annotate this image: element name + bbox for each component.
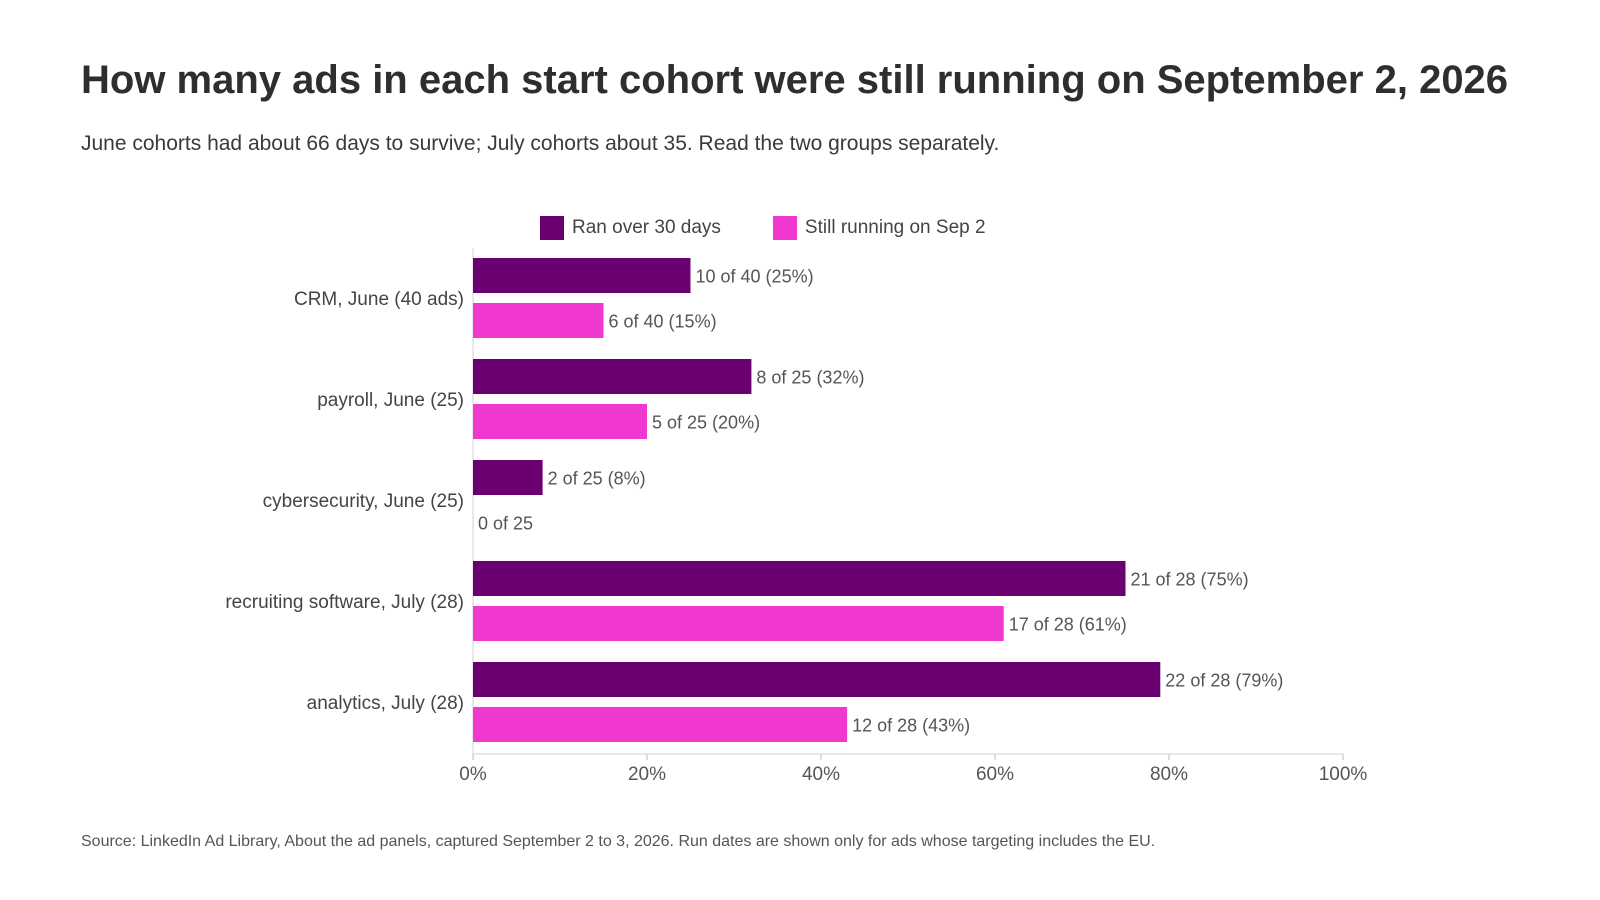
bar-still-running (473, 404, 647, 439)
bar-ran-over-30-days (473, 561, 1126, 596)
data-label: 5 of 25 (20%) (652, 413, 760, 433)
category-label: analytics, July (28) (307, 693, 464, 714)
x-tick-label: 60% (976, 764, 1014, 785)
data-label: 0 of 25 (478, 514, 533, 534)
legend-swatch-ran-over-30 (540, 216, 564, 240)
bar-ran-over-30-days (473, 359, 752, 394)
bar-chart: 0% 20% 40% 60% 80% 100% CRM, June (40 ads) 10 o… (225, 248, 1368, 785)
legend-item-ran-over-30: Ran over 30 days (540, 216, 721, 240)
data-label: 10 of 40 (25%) (696, 267, 814, 287)
data-label: 22 of 28 (79%) (1165, 671, 1283, 691)
chart-source-note: Source: LinkedIn Ad Library, About the a… (81, 833, 1156, 850)
bar-ran-over-30-days (473, 460, 543, 495)
legend-label-still-running: Still running on Sep 2 (804, 217, 986, 238)
bar-still-running (473, 606, 1004, 641)
x-tick-label: 100% (1319, 764, 1368, 785)
bar-still-running (473, 707, 848, 742)
category-label: payroll, June (25) (317, 390, 464, 411)
category-label: cybersecurity, June (25) (263, 491, 464, 512)
bar-ran-over-30-days (473, 258, 691, 293)
data-label: 12 of 28 (43%) (852, 716, 970, 736)
x-tick-label: 0% (459, 764, 487, 785)
legend-swatch-still-running (772, 216, 797, 240)
data-label: 17 of 28 (61%) (1009, 615, 1127, 635)
category-label: CRM, June (40 ads) (294, 289, 464, 310)
chart-subtitle: June cohorts had about 66 days to surviv… (81, 132, 1000, 155)
chart-title: How many ads in each start cohort were s… (81, 58, 1509, 102)
x-tick-label: 80% (1150, 764, 1188, 785)
data-label: 2 of 25 (8%) (548, 469, 646, 489)
legend-label-ran-over-30: Ran over 30 days (572, 217, 721, 238)
bar-still-running (473, 303, 604, 338)
data-label: 8 of 25 (32%) (756, 368, 864, 388)
category-label: recruiting software, July (28) (225, 592, 464, 613)
x-tick-label: 40% (802, 764, 840, 785)
bar-ran-over-30-days (473, 662, 1161, 697)
chart-legend: Ran over 30 days Still running on Sep 2 (540, 216, 1038, 240)
data-label: 6 of 40 (15%) (609, 312, 717, 332)
data-label: 21 of 28 (75%) (1131, 570, 1249, 590)
x-tick-label: 20% (628, 764, 666, 785)
legend-item-still-running: Still running on Sep 2 (772, 216, 986, 240)
